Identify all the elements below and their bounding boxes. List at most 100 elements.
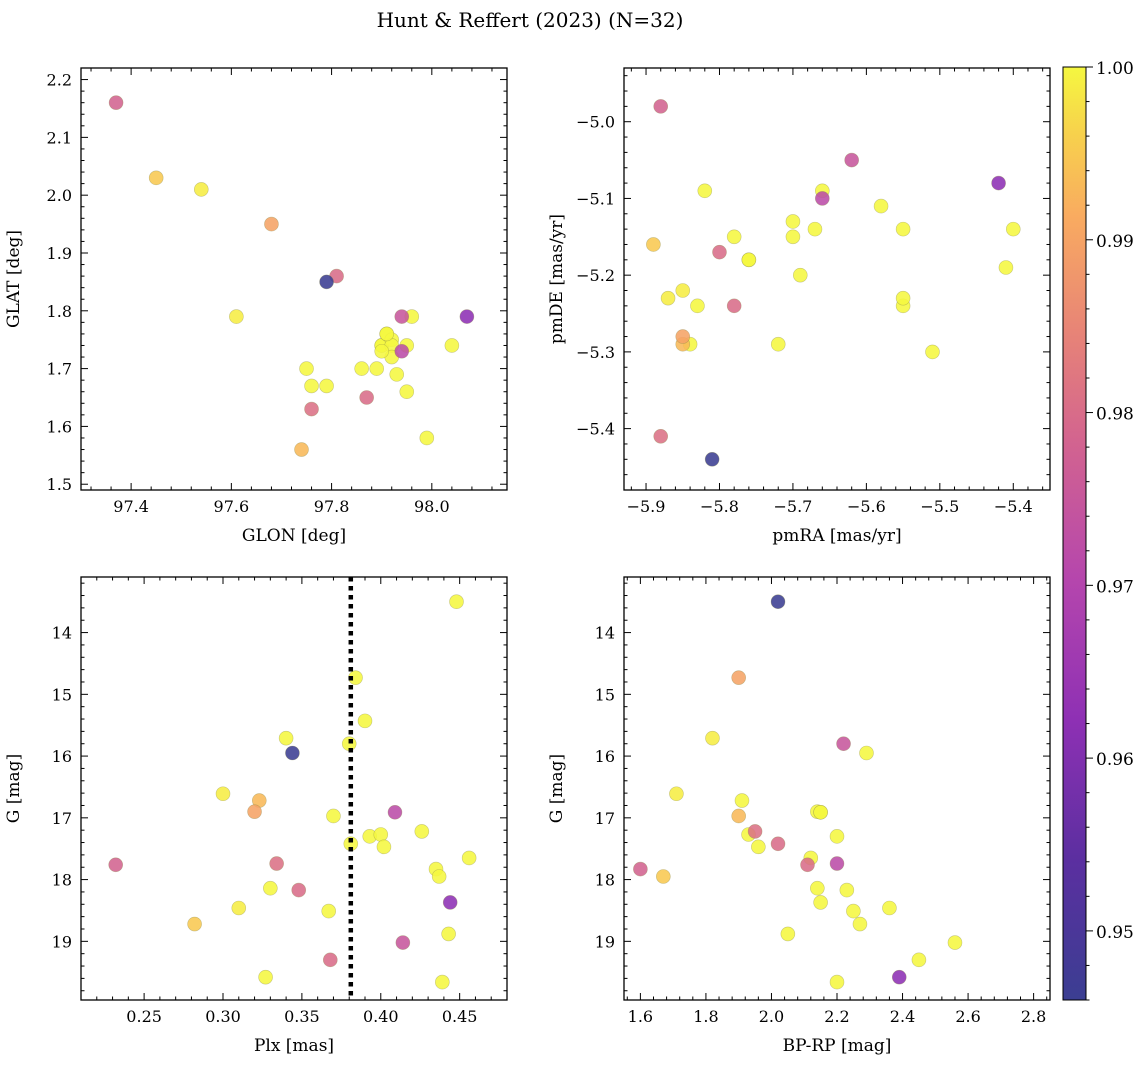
colorbar: 0.95 0.96 0.97 0.98 0.99 1.00	[1062, 59, 1134, 1001]
x-axis-label: GLON [deg]	[242, 526, 346, 546]
scatter-point	[859, 745, 874, 761]
scatter-point	[357, 713, 373, 729]
scatter-point	[895, 221, 911, 237]
plot-frame	[623, 67, 1051, 491]
y-tick-label: 1.7	[47, 360, 72, 379]
y-tick-label: 18	[52, 871, 72, 890]
scatter-point	[844, 152, 859, 168]
colorbar-tick-label: 0.99	[1096, 232, 1134, 252]
colorbar-tick-label: 0.98	[1096, 405, 1134, 425]
y-tick-label: 17	[52, 809, 72, 828]
scatter-point	[414, 824, 430, 839]
scatter-point	[726, 298, 742, 314]
y-axis-label: GLAT [deg]	[4, 230, 24, 328]
scatter-point	[704, 452, 720, 467]
colorbar-gradient	[1062, 66, 1087, 1001]
scatter-point	[925, 344, 940, 360]
figure-title: Hunt & Reffert (2023) (N=32)	[377, 8, 684, 32]
scatter-point	[807, 221, 823, 237]
x-tick-label: 2.2	[824, 1007, 849, 1026]
scatter-point	[813, 895, 828, 910]
x-tick-label: 0.35	[284, 1007, 320, 1026]
x-tick-label: −5.7	[774, 497, 813, 516]
scatter-point	[108, 857, 124, 873]
scatter-point	[359, 390, 374, 405]
scatter-point	[229, 309, 244, 324]
x-tick-label: 0.30	[205, 1007, 241, 1026]
scatter-point	[726, 229, 742, 245]
scatter-point	[459, 309, 475, 324]
colorbar-tick-label: 0.95	[1096, 923, 1134, 943]
scatter-point	[731, 808, 746, 824]
plot-frame	[80, 67, 508, 491]
scatter-point	[770, 836, 786, 852]
plot-frame	[623, 576, 1051, 1001]
scatter-point	[653, 428, 669, 444]
x-tick-label: 2.4	[890, 1007, 915, 1026]
scatter-point	[322, 952, 338, 968]
x-tick-label: −5.6	[847, 497, 886, 516]
scatter-point	[998, 260, 1014, 275]
scatter-point	[373, 827, 389, 842]
scatter-point	[785, 229, 801, 245]
scatter-point	[839, 882, 855, 898]
scatter-point	[449, 594, 464, 610]
x-tick-label: 0.25	[126, 1007, 162, 1026]
scatter-point	[442, 895, 458, 910]
scatter-point	[461, 850, 477, 866]
colorbar-tick-label: 0.96	[1096, 750, 1134, 770]
x-axis-label: pmRA [mas/yr]	[772, 526, 901, 546]
scatter-point	[646, 237, 661, 252]
colorbar-tick-label: 0.97	[1096, 577, 1134, 597]
scatter-point	[705, 730, 720, 746]
scatter-point	[441, 926, 456, 942]
y-tick-label: 19	[52, 932, 72, 951]
y-tick-label: 17	[595, 809, 615, 828]
scatter-point	[444, 338, 460, 353]
x-tick-label: 2.6	[955, 1007, 980, 1026]
scatter-point	[187, 916, 202, 932]
scatter-point	[369, 361, 384, 376]
scatter-point	[247, 804, 262, 819]
scatter-point	[193, 182, 209, 197]
scatter-point	[215, 786, 231, 802]
scatter-point	[846, 903, 861, 919]
scatter-point	[780, 926, 796, 942]
y-tick-label: 2.1	[47, 128, 72, 147]
scatter-point	[829, 856, 845, 871]
y-tick-label: −5.0	[576, 113, 615, 132]
scatter-point	[882, 900, 897, 916]
x-tick-label: −5.4	[994, 497, 1033, 516]
x-axis-label: BP-RP [mag]	[783, 1036, 892, 1056]
scatter-point	[734, 793, 750, 808]
scatter-point	[319, 274, 334, 290]
panel-plx: 0.25 0.30 0.35 0.40 0.45 14 15 16 17 18 19 Plx [mas…	[4, 576, 508, 1056]
scatter-point	[660, 290, 676, 306]
scatter-point	[785, 214, 801, 229]
scatter-point	[291, 882, 307, 898]
scatter-point	[656, 869, 671, 884]
y-tick-label: −5.4	[576, 420, 615, 439]
x-tick-label: 97.6	[214, 497, 250, 516]
scatter-point	[299, 361, 314, 376]
x-tick-label: 0.40	[363, 1007, 399, 1026]
scatter-point	[304, 378, 319, 394]
scatter-point	[348, 670, 363, 685]
y-tick-label: 15	[595, 685, 615, 704]
scatter-point	[264, 216, 279, 232]
scatter-point	[278, 730, 294, 746]
scatter-points	[646, 99, 1021, 467]
x-tick-label: 2.0	[759, 1007, 784, 1026]
scatter-point	[815, 191, 830, 206]
scatter-point	[395, 935, 411, 950]
colorbar-tick-label: 1.00	[1096, 59, 1134, 79]
scatter-point	[319, 378, 334, 394]
plot-frame	[80, 576, 508, 1001]
scatter-point	[873, 198, 889, 214]
y-tick-label: −5.1	[576, 189, 615, 208]
scatter-point	[263, 880, 278, 896]
scatter-point	[991, 175, 1006, 191]
scatter-point	[354, 361, 369, 376]
scatter-points	[108, 95, 475, 457]
panel-pm: −5.9 −5.8 −5.7 −5.6 −5.5 −5.4 −5.4 −5.3 −5.2 −5.1…	[547, 67, 1051, 546]
